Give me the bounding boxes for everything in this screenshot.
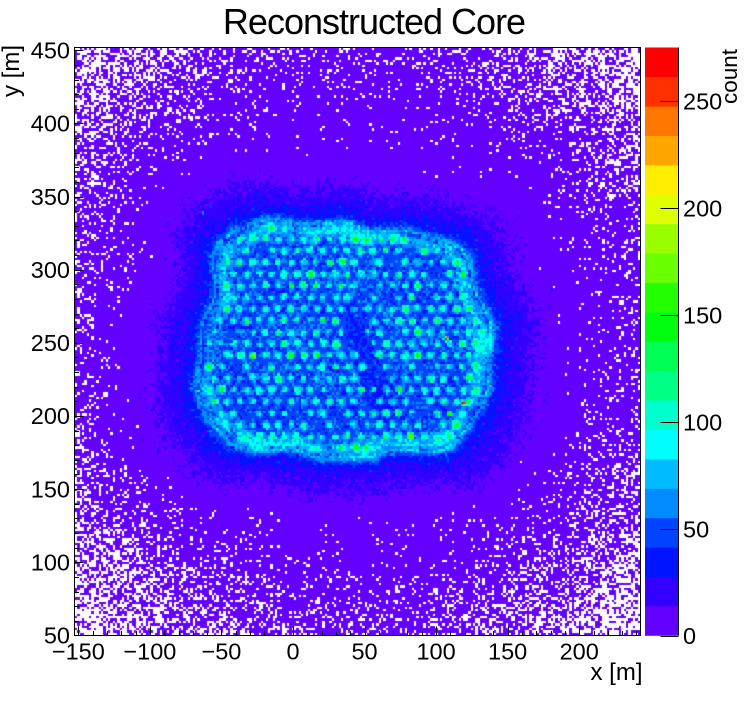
svg-text:350: 350 bbox=[31, 184, 70, 210]
svg-text:300: 300 bbox=[31, 257, 70, 283]
svg-text:0: 0 bbox=[286, 639, 299, 665]
svg-text:150: 150 bbox=[683, 302, 722, 328]
svg-text:y [m]: y [m] bbox=[0, 45, 25, 97]
svg-text:−50: −50 bbox=[202, 639, 242, 665]
svg-text:50: 50 bbox=[44, 623, 70, 649]
svg-text:x [m]: x [m] bbox=[591, 659, 643, 686]
svg-text:100: 100 bbox=[683, 409, 722, 435]
svg-text:50: 50 bbox=[683, 516, 709, 542]
svg-text:150: 150 bbox=[488, 639, 527, 665]
svg-text:100: 100 bbox=[416, 639, 455, 665]
svg-text:Reconstructed Core: Reconstructed Core bbox=[223, 1, 525, 42]
svg-text:200: 200 bbox=[560, 639, 599, 665]
svg-text:count: count bbox=[717, 48, 742, 104]
svg-text:−100: −100 bbox=[123, 639, 176, 665]
svg-text:400: 400 bbox=[31, 111, 70, 137]
svg-text:250: 250 bbox=[683, 89, 722, 115]
svg-text:50: 50 bbox=[351, 639, 377, 665]
svg-text:250: 250 bbox=[31, 330, 70, 356]
svg-text:100: 100 bbox=[31, 549, 70, 575]
svg-text:450: 450 bbox=[31, 37, 70, 63]
svg-text:−150: −150 bbox=[52, 639, 105, 665]
svg-text:150: 150 bbox=[31, 476, 70, 502]
svg-text:200: 200 bbox=[683, 196, 722, 222]
svg-text:0: 0 bbox=[683, 623, 696, 649]
svg-text:200: 200 bbox=[31, 403, 70, 429]
